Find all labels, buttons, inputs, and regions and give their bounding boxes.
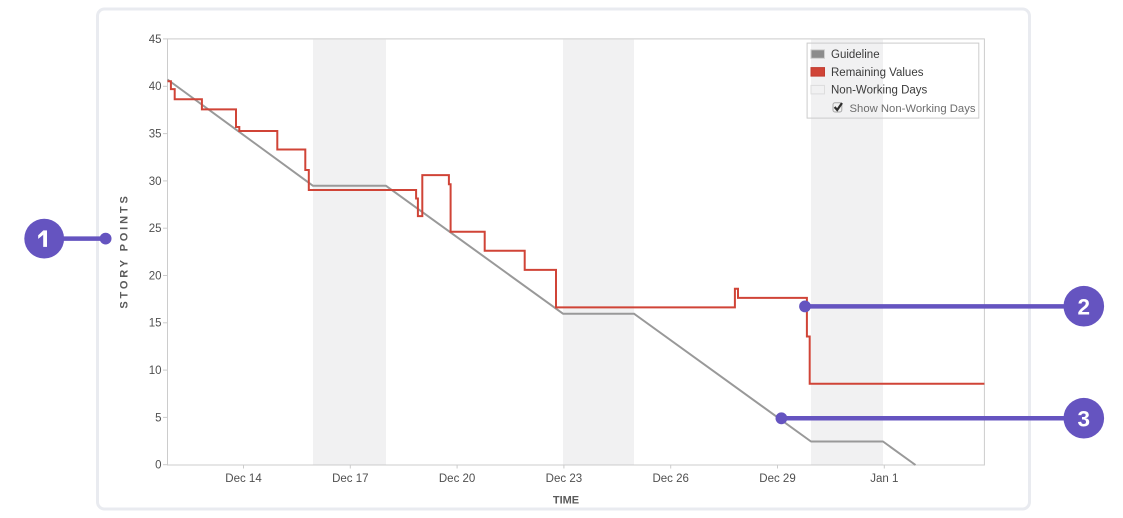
- svg-text:Dec 29: Dec 29: [759, 473, 795, 485]
- svg-text:2: 2: [1078, 294, 1091, 319]
- svg-text:Guideline: Guideline: [831, 49, 880, 61]
- svg-text:TIME: TIME: [553, 495, 579, 507]
- svg-text:5: 5: [155, 412, 161, 424]
- svg-text:25: 25: [149, 223, 162, 235]
- svg-text:20: 20: [149, 270, 162, 282]
- svg-text:45: 45: [149, 34, 162, 46]
- svg-text:10: 10: [149, 365, 162, 377]
- svg-text:Jan 1: Jan 1: [870, 473, 898, 485]
- svg-text:Dec 20: Dec 20: [439, 473, 475, 485]
- svg-text:Show Non-Working Days: Show Non-Working Days: [850, 103, 976, 115]
- svg-text:Dec 26: Dec 26: [652, 473, 688, 485]
- svg-text:0: 0: [155, 460, 161, 472]
- svg-text:Non-Working Days: Non-Working Days: [831, 85, 928, 97]
- svg-text:15: 15: [149, 318, 162, 330]
- svg-text:40: 40: [149, 81, 162, 93]
- svg-text:Dec 23: Dec 23: [546, 473, 582, 485]
- svg-text:STORY POINTS: STORY POINTS: [119, 193, 131, 308]
- svg-text:3: 3: [1078, 406, 1091, 431]
- svg-text:35: 35: [149, 129, 162, 141]
- svg-text:Remaining Values: Remaining Values: [831, 67, 924, 79]
- svg-text:Dec 14: Dec 14: [225, 473, 262, 485]
- svg-text:30: 30: [149, 176, 162, 188]
- svg-text:Dec 17: Dec 17: [332, 473, 368, 485]
